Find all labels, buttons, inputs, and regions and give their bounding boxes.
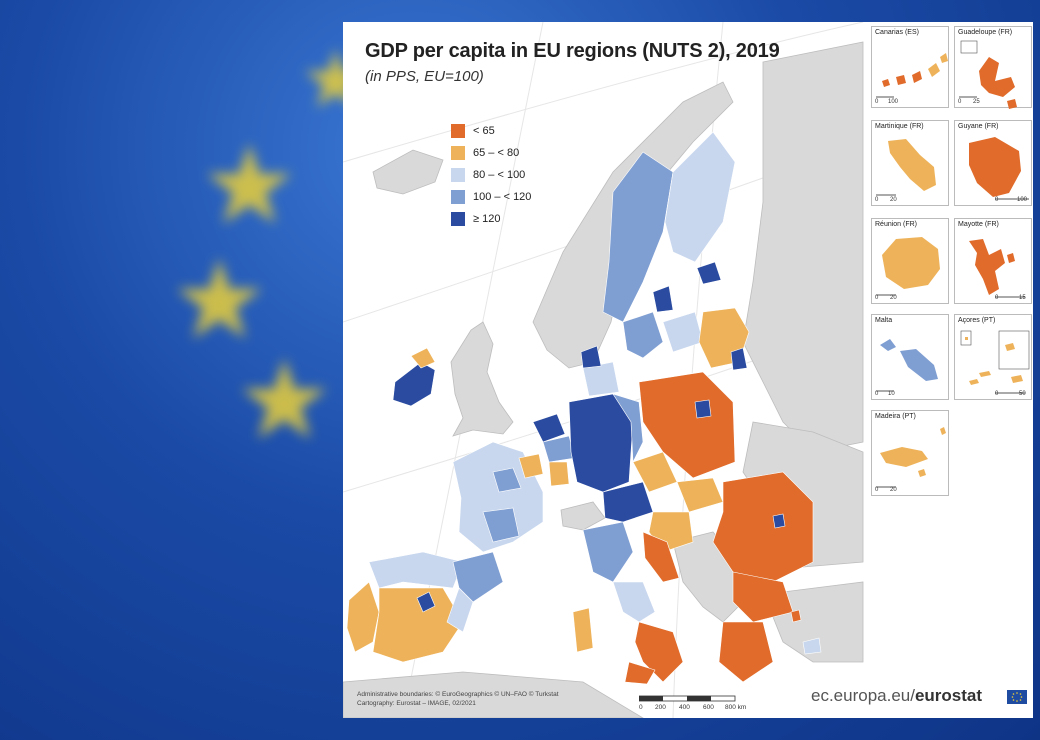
inset-scale-label: 50	[1019, 391, 1026, 397]
source-label: ec.europa.eu/eurostat	[811, 686, 982, 706]
legend-item: 65 – < 80	[451, 142, 531, 164]
legend-swatch	[451, 124, 465, 138]
inset-scale-label: 100	[888, 99, 898, 105]
inset-malta-map	[872, 315, 950, 401]
inset-martinique: Martinique (FR) 0 20	[871, 120, 949, 206]
scalebar-tick-label: 600	[703, 704, 714, 711]
legend-label: ≥ 120	[473, 213, 500, 225]
inset-madeira: Madeira (PT) 0 20	[871, 410, 949, 496]
inset-scale-label: 20	[890, 197, 897, 203]
inset-guyane: Guyane (FR) 0 100	[954, 120, 1032, 206]
legend-label: < 65	[473, 125, 495, 137]
russia-east-shape	[743, 42, 863, 452]
inset-scale-label: 0	[875, 197, 878, 203]
legend-swatch	[451, 146, 465, 160]
scalebar-tick-label: 0	[639, 704, 643, 711]
inset-madeira-map	[872, 411, 950, 497]
inset-scale-label: 25	[973, 99, 980, 105]
great-britain-shape	[451, 322, 513, 436]
legend-item: < 65	[451, 120, 531, 142]
inset-scale-label: 20	[890, 295, 897, 301]
legend-item: 80 – < 100	[451, 164, 531, 186]
scalebar-tick-label: 400	[679, 704, 690, 711]
inset-acores: Açores (PT) 0 50	[954, 314, 1032, 400]
background-star-icon: ★	[235, 345, 334, 455]
inset-scale-label: 0	[995, 391, 998, 397]
inset-canarias: Canarias (ES) 0 100	[871, 26, 949, 108]
inset-guyane-map	[955, 121, 1033, 207]
legend-label: 80 – < 100	[473, 169, 525, 181]
inset-scale-label: 100	[1017, 197, 1027, 203]
inset-scale-label: 0	[875, 99, 878, 105]
legend-label: 65 – < 80	[473, 147, 519, 159]
map-subtitle: (in PPS, EU=100)	[365, 68, 484, 85]
credits-line: Cartography: Eurostat – IMAGE, 02/2021	[357, 699, 559, 708]
legend-swatch	[451, 190, 465, 204]
inset-guadeloupe: Guadeloupe (FR) 0 25	[954, 26, 1032, 108]
inset-scale-label: 0	[958, 99, 961, 105]
background-star-icon: ★	[200, 130, 299, 240]
legend-label: 100 – < 120	[473, 191, 531, 203]
scalebar-tick-label: 200	[655, 704, 666, 711]
legend-item: 100 – < 120	[451, 186, 531, 208]
legend-swatch	[451, 168, 465, 182]
map-card: GDP per capita in EU regions (NUTS 2), 2…	[343, 22, 1033, 718]
inset-acores-map	[955, 315, 1033, 401]
inset-mayotte-map	[955, 219, 1033, 305]
inset-scale-label: 10	[888, 391, 895, 397]
inset-reunion: Réunion (FR) 0 20	[871, 218, 949, 304]
inset-scale-label: 0	[995, 295, 998, 301]
credits-line: Administrative boundaries: © EuroGeograp…	[357, 690, 559, 699]
inset-mayotte: Mayotte (FR) 0 15	[954, 218, 1032, 304]
inset-scale-label: 0	[875, 487, 878, 493]
inset-malta: Malta 0 10	[871, 314, 949, 400]
switzerland-shape	[561, 502, 605, 530]
legend-item: ≥ 120	[451, 208, 531, 230]
iceland-shape	[373, 150, 443, 194]
map-title: GDP per capita in EU regions (NUTS 2), 2…	[365, 40, 780, 63]
legend-swatch	[451, 212, 465, 226]
credits: Administrative boundaries: © EuroGeograp…	[357, 690, 559, 708]
inset-scale-label: 0	[995, 197, 998, 203]
inset-canarias-map	[872, 27, 950, 109]
source-brand: eurostat	[915, 686, 982, 705]
eu-flag-icon	[1007, 690, 1027, 704]
legend: < 65 65 – < 80 80 – < 100 100 – < 120 ≥ …	[451, 120, 531, 230]
source-prefix: ec.europa.eu/	[811, 686, 915, 705]
inset-guadeloupe-map	[955, 27, 1033, 109]
inset-scale-label: 0	[875, 391, 878, 397]
scalebar-tick-label: 800 km	[725, 704, 746, 711]
inset-scale-label: 20	[890, 487, 897, 493]
inset-scale-label: 0	[875, 295, 878, 301]
inset-reunion-map	[872, 219, 950, 305]
inset-martinique-map	[872, 121, 950, 207]
inset-scale-label: 15	[1019, 295, 1026, 301]
